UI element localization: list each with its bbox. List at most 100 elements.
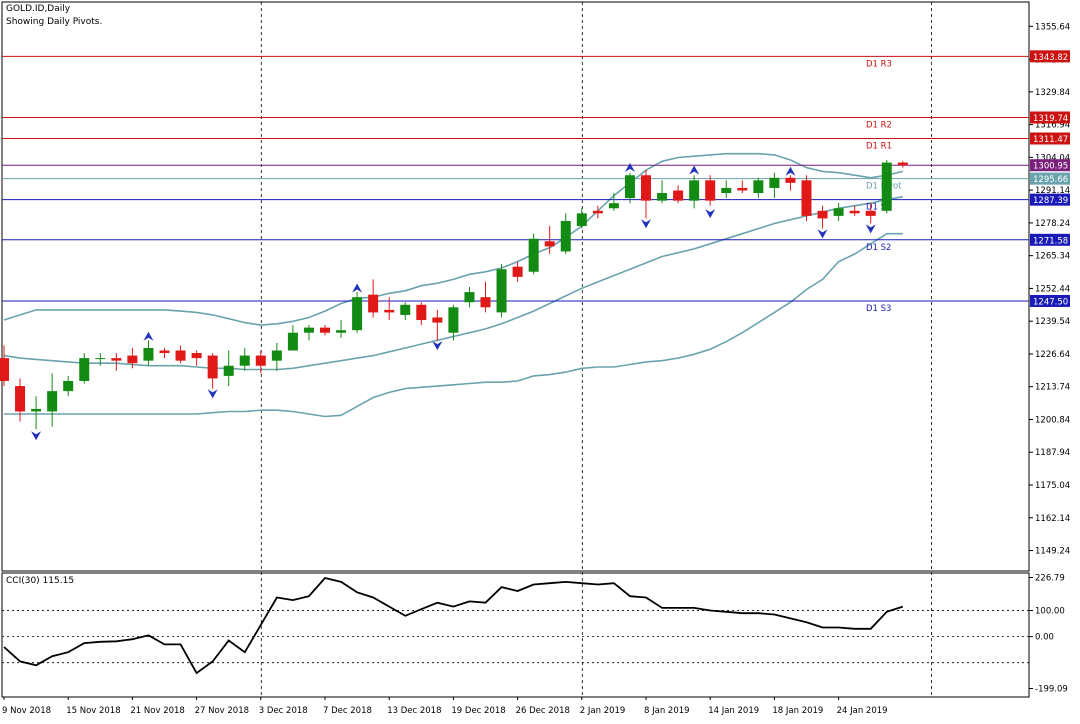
- pivot-label: D1 R1: [866, 141, 892, 151]
- candle: [833, 203, 844, 221]
- candle-body: [384, 309, 395, 313]
- candle: [400, 302, 411, 321]
- candle-body: [897, 162, 908, 166]
- band-middle-line: [3, 196, 903, 371]
- candle: [865, 203, 876, 224]
- candle: [817, 205, 828, 229]
- pivot-axis-badge: [1030, 294, 1070, 307]
- candle-body: [673, 190, 684, 201]
- candle-body: [207, 355, 218, 379]
- candle: [801, 175, 812, 221]
- candle-body: [769, 177, 780, 188]
- pivot-axis-badge: [1030, 193, 1070, 206]
- candle: [512, 261, 523, 282]
- candle-body: [737, 187, 748, 191]
- price-tick-label: 1162.14: [1035, 514, 1070, 524]
- pivot-axis-value: 1311.47: [1033, 135, 1068, 145]
- candle: [239, 347, 250, 371]
- date-tick-label: 14 Jan 2019: [708, 706, 759, 716]
- date-tick-label: 7 Dec 2018: [323, 706, 372, 716]
- candle: [0, 345, 9, 387]
- cci-line: [3, 576, 904, 675]
- date-tick-label: 24 Jan 2019: [837, 706, 888, 716]
- candle-body: [416, 304, 427, 321]
- candle-body: [63, 380, 74, 392]
- candle: [95, 353, 106, 366]
- price-tick-label: 1355.64: [1035, 22, 1070, 32]
- candle: [287, 325, 298, 351]
- price-tick-label: 1200.84: [1035, 415, 1070, 425]
- candle: [255, 350, 266, 374]
- cci-tick-label: 0.00: [1035, 633, 1054, 643]
- pivot-label: D1 R2: [866, 120, 892, 130]
- candle: [464, 287, 475, 308]
- candle-body: [817, 210, 828, 219]
- pivot-label: D1 S3: [866, 304, 891, 314]
- candle: [384, 297, 395, 321]
- pivot-axis-value: 1247.50: [1033, 297, 1068, 307]
- candle-body: [689, 180, 700, 201]
- candle-body: [432, 317, 443, 323]
- pivot-label: D1 R3: [866, 59, 892, 69]
- fractal-up-arrow: [352, 283, 363, 293]
- candle: [576, 208, 587, 229]
- date-tick-label: 27 Nov 2018: [195, 706, 249, 716]
- price-tick-label: 1278.24: [1035, 219, 1070, 229]
- price-tick-label: 1265.34: [1035, 252, 1070, 262]
- cci-tick-label: 226.79: [1035, 574, 1065, 584]
- candle: [271, 342, 282, 371]
- price-axis: 1355.641342.641329.841316.941304.041291.…: [1029, 22, 1070, 557]
- candle-body: [464, 292, 475, 303]
- candle-body: [849, 210, 860, 214]
- date-tick-label: 18 Jan 2019: [772, 706, 823, 716]
- candle-body: [352, 297, 363, 331]
- price-tick-label: 1187.94: [1035, 448, 1070, 458]
- date-tick-label: 2 Jan 2019: [580, 706, 626, 716]
- candle-body: [544, 241, 555, 247]
- candle: [881, 160, 892, 214]
- candle-body: [496, 269, 507, 313]
- candle-body: [641, 175, 651, 201]
- candle-body: [79, 358, 90, 381]
- cci-indicator: 226.79 100.00 0.00 -199.09: [2, 574, 1068, 695]
- candle: [560, 213, 571, 254]
- candle: [785, 175, 796, 191]
- price-tick-label: 1239.54: [1035, 317, 1070, 327]
- date-tick-label: 15 Nov 2018: [66, 706, 120, 716]
- main-panel-frame: [1, 1, 1030, 572]
- candle: [641, 170, 651, 219]
- candle-body: [223, 365, 234, 376]
- last-price-badge: [1030, 159, 1070, 172]
- pivot-axis-badge: [1030, 50, 1070, 63]
- pivot-label: D1 S2: [866, 243, 891, 253]
- candle-body: [191, 353, 202, 359]
- candle-body: [801, 180, 812, 216]
- fractal-up-arrow: [689, 165, 700, 175]
- cci-tick-label: 100.00: [1035, 607, 1065, 617]
- candle: [47, 373, 58, 427]
- fractal-down-arrow: [817, 229, 828, 239]
- chart-header: GOLD.ID,Daily Showing Daily Pivots.: [6, 3, 102, 29]
- candle-body: [448, 307, 459, 333]
- symbol-label: GOLD.ID,Daily: [6, 4, 71, 14]
- pivot-axis-badge: [1030, 172, 1070, 185]
- candle: [368, 279, 379, 318]
- price-tick-label: 1213.74: [1035, 383, 1070, 393]
- fractal-down-arrow: [31, 431, 42, 441]
- candle-body: [95, 358, 106, 360]
- candle: [592, 205, 603, 219]
- cci-tick-label: -199.09: [1035, 685, 1068, 695]
- candle-body: [576, 213, 587, 227]
- candle-body: [560, 220, 571, 252]
- fractal-down-arrow: [207, 389, 218, 399]
- candle: [897, 161, 908, 168]
- candle-body: [881, 162, 892, 211]
- candles: [0, 160, 908, 430]
- candle-body: [480, 297, 491, 308]
- candle-body: [127, 355, 138, 364]
- candle-body: [400, 304, 411, 315]
- candle-body: [0, 358, 9, 381]
- candle: [159, 347, 170, 359]
- candle: [303, 325, 314, 341]
